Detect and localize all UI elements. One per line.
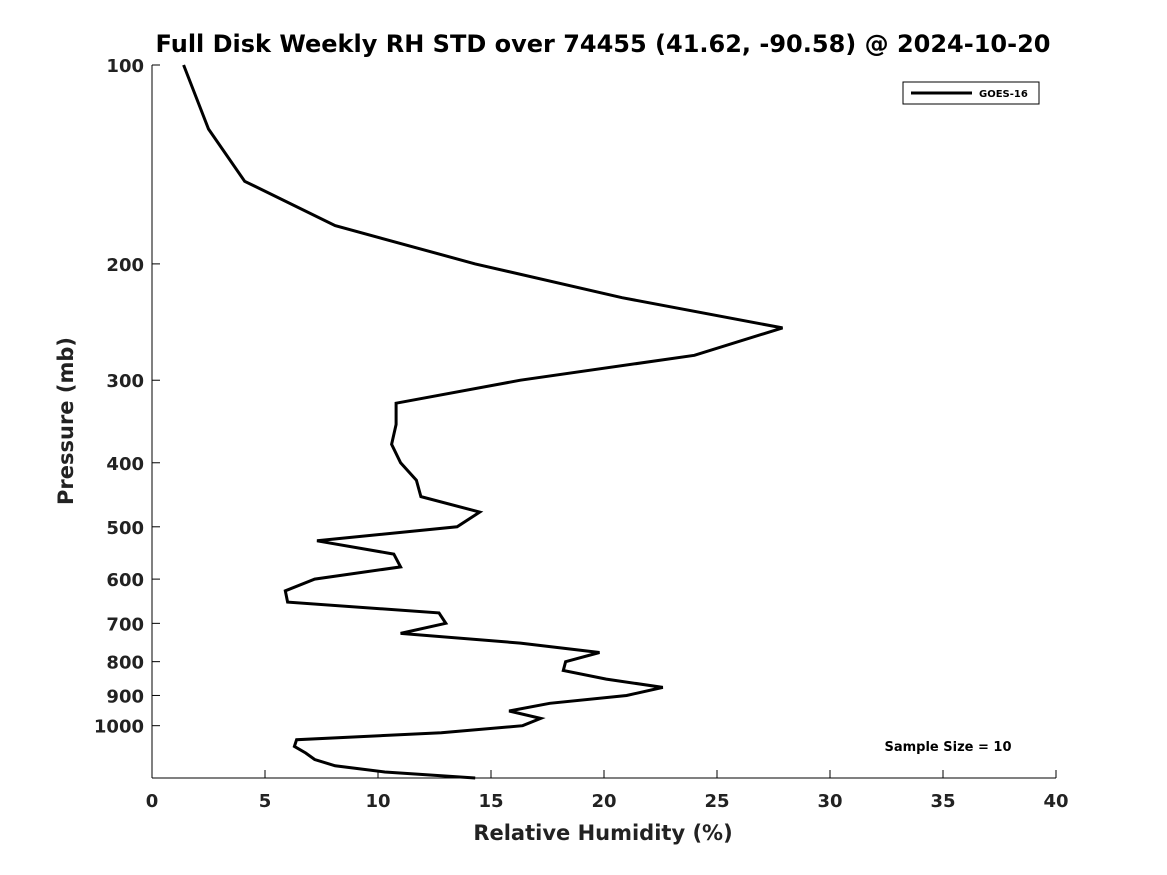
- y-tick-label: 700: [106, 614, 144, 635]
- x-tick-label: 15: [478, 791, 503, 812]
- y-tick-label: 500: [106, 518, 144, 539]
- sample-size-annotation: Sample Size = 10: [884, 740, 1011, 755]
- series-line-goes-16: [182, 64, 783, 780]
- y-axis-ticks: 100 200 300 400 500 600 700 800 900 1000: [94, 56, 160, 738]
- x-tick-label: 40: [1043, 791, 1068, 812]
- y-tick-label: 100: [106, 56, 144, 77]
- chart-title: Full Disk Weekly RH STD over 74455 (41.6…: [156, 30, 1051, 58]
- x-tick-label: 35: [930, 791, 955, 812]
- x-tick-label: 20: [591, 791, 616, 812]
- x-tick-label: 5: [259, 791, 272, 812]
- x-tick-label: 10: [365, 791, 390, 812]
- y-tick-label: 200: [106, 255, 144, 276]
- plot-area: [151, 64, 1056, 780]
- x-tick-label: 30: [817, 791, 842, 812]
- x-tick-label: 25: [704, 791, 729, 812]
- y-axis-label: Pressure (mb): [54, 337, 78, 505]
- y-tick-label: 400: [106, 454, 144, 475]
- y-tick-label: 300: [106, 371, 144, 392]
- y-tick-label: 900: [106, 686, 144, 707]
- y-tick-label: 1000: [94, 717, 144, 738]
- y-tick-label: 600: [106, 570, 144, 591]
- legend-label-goes-16: GOES-16: [979, 89, 1028, 100]
- x-axis-ticks: 0 5 10 15 20 25 30 35 40: [146, 770, 1069, 812]
- x-tick-label: 0: [146, 791, 159, 812]
- x-axis-label: Relative Humidity (%): [473, 821, 732, 845]
- y-tick-label: 800: [106, 653, 144, 674]
- legend: GOES-16: [902, 81, 1040, 105]
